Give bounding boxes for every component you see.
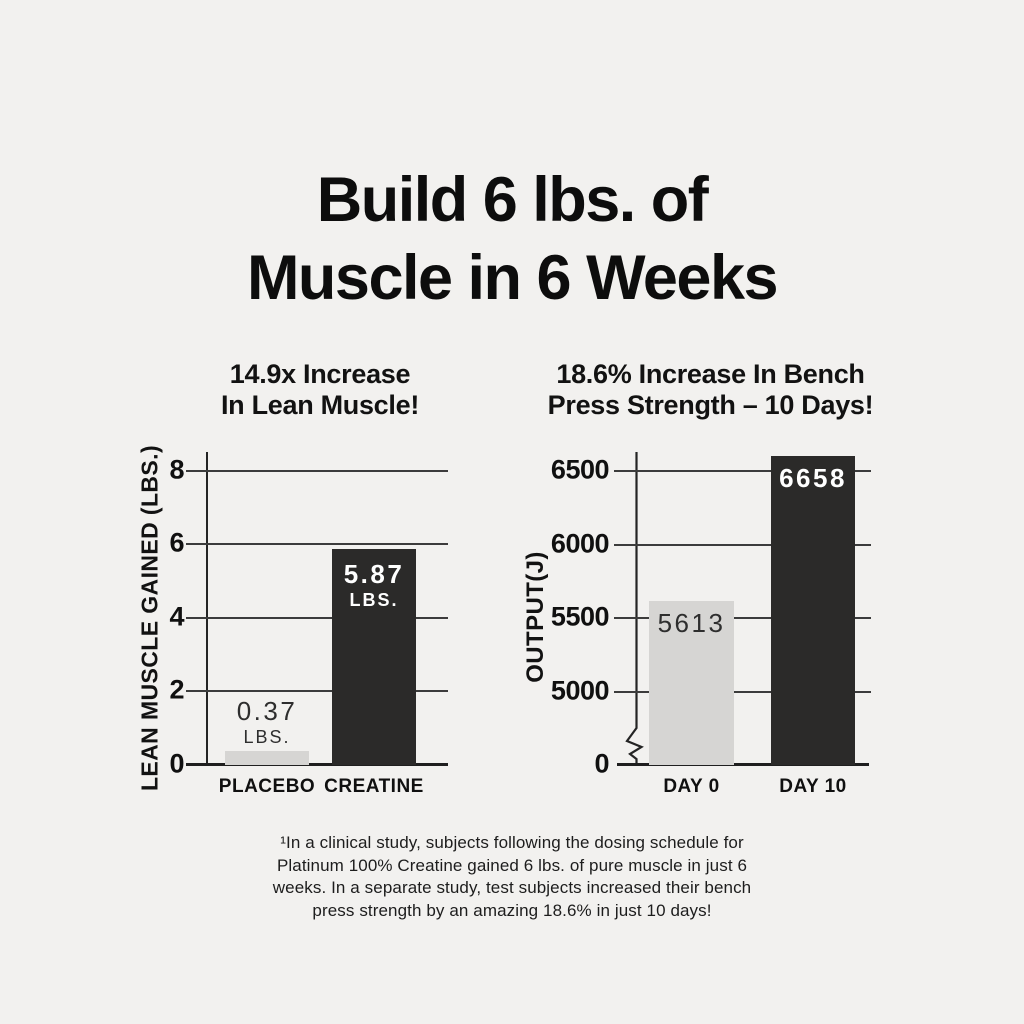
category-label: DAY 10 [779, 776, 847, 797]
bar-value: 6658 [779, 463, 847, 493]
footnote-line-1: ¹In a clinical study, subjects following… [280, 833, 744, 852]
y-tick-label: 4 [169, 601, 184, 632]
bench-press-chart-title: 18.6% Increase In Bench Press Strength –… [503, 359, 918, 421]
bar-value: 5613 [657, 608, 726, 639]
gridline [186, 543, 448, 546]
y-tick-label: 2 [169, 674, 184, 705]
gridline [186, 616, 448, 619]
gridline [186, 690, 448, 693]
bar-value-label: 0.37 LBS. [237, 698, 298, 746]
x-axis-baseline [617, 763, 869, 766]
y-tick-label: 0 [169, 748, 184, 779]
bar-value-unit: LBS. [349, 589, 399, 610]
lean-muscle-chart-title-line-2: In Lean Muscle! [220, 390, 420, 420]
footnote-line-4: press strength by an amazing 18.6% in ju… [312, 900, 712, 920]
page-title: Build 6 lbs. of Muscle in 6 Weeks [0, 161, 1024, 317]
bench-press-chart-title-line-2: Press Strength – 10 Days! [547, 390, 874, 420]
category-label: PLACEBO [218, 776, 316, 797]
y-tick-label: 6 [169, 527, 184, 558]
footnote-line-3: weeks. In a separate study, test subject… [272, 878, 752, 897]
bench-press-chart-title-line-1: 18.6% Increase In Bench [556, 359, 865, 389]
page-title-line-2: Muscle in 6 Weeks [246, 243, 779, 313]
left-chart-y-axis-line [206, 452, 208, 765]
bar-creatine [332, 548, 416, 765]
y-tick-label: 0 [594, 748, 609, 779]
bar-value: 0.37 [236, 696, 298, 727]
y-tick-label: 6000 [550, 527, 610, 558]
bar-day-10 [771, 456, 855, 765]
gridline [614, 470, 871, 472]
gridline [614, 617, 871, 619]
bar-placebo [225, 751, 309, 765]
gridline [186, 469, 448, 472]
lean-muscle-chart-title-line-1: 14.9x Increase [229, 359, 411, 389]
y-tick-label: 8 [169, 453, 184, 484]
page-title-line-1: Build 6 lbs. of [316, 165, 709, 235]
gridline [614, 543, 871, 546]
lean-muscle-chart-title: 14.9x Increase In Lean Muscle! [125, 359, 515, 421]
category-label: CREATINE [324, 776, 424, 797]
bar-value-label: 5613 [658, 610, 726, 636]
right-chart-y-axis-line-with-break-icon [625, 452, 644, 765]
y-tick-label: 6500 [550, 454, 610, 485]
gridline [614, 690, 871, 693]
y-tick-label: 5000 [550, 674, 610, 705]
bar-value-label: 6658 [779, 465, 847, 491]
category-label: DAY 0 [663, 776, 720, 797]
bar-value-unit: LBS. [243, 727, 291, 748]
bar-value: 5.87 [343, 558, 405, 589]
footnote-line-2: Platinum 100% Creatine gained 6 lbs. of … [276, 855, 748, 875]
bar-day-0 [649, 601, 734, 765]
footnote: ¹In a clinical study, subjects following… [0, 832, 1024, 922]
x-axis-baseline [186, 763, 448, 766]
bar-value-label: 5.87 LBS. [344, 561, 405, 609]
y-tick-label: 5500 [550, 601, 610, 632]
